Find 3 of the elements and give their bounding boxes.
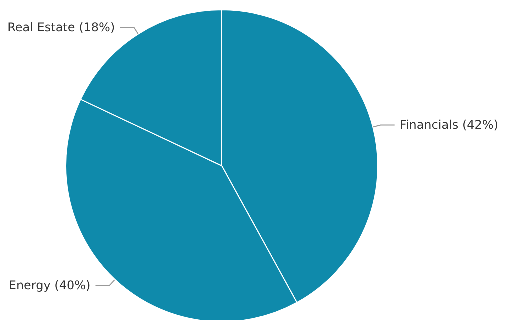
slice-label: Real Estate (18%) <box>8 20 116 35</box>
slice-label: Financials (42%) <box>400 118 499 132</box>
slice-label: Energy (40%) <box>8 278 91 293</box>
